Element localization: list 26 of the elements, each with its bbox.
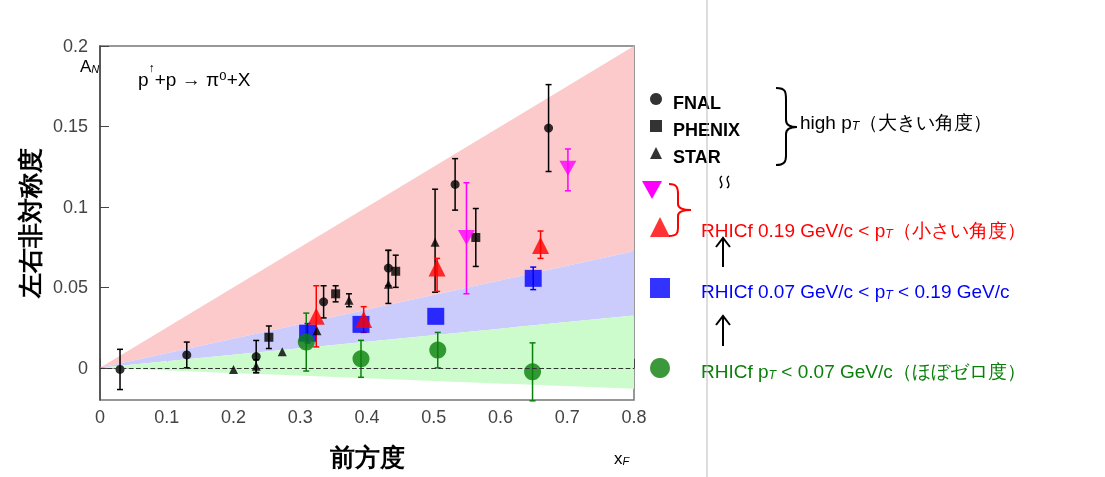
legend-label: FNAL — [673, 92, 721, 113]
x-tick-label: 0.5 — [421, 407, 447, 427]
y-tick-label: 0.2 — [62, 36, 88, 56]
x-axis-title: 前方度 — [328, 442, 405, 471]
y-tick-label: 0.15 — [52, 116, 88, 137]
x-tick-label: 0.4 — [354, 407, 380, 427]
text: xF — [614, 449, 631, 468]
x-tick-label: 0.7 — [554, 407, 580, 427]
text: high pT（大きい角度） — [800, 112, 993, 133]
annotation: p↑+p → π⁰+X — [138, 61, 251, 90]
legend-label: RHICf pT < 0.07 GeV/c（ほぼゼロ度） — [701, 361, 1026, 383]
x-tick-label: 0.6 — [487, 407, 514, 427]
y-tick-label: 0 — [77, 357, 88, 378]
legend-label: STAR — [673, 146, 721, 167]
legend-label: RHICf 0.19 GeV/c < pT（小さい角度） — [701, 220, 1026, 242]
x-tick-label: 0.2 — [220, 407, 247, 427]
x-tick-label: 0 — [94, 407, 106, 427]
legend-label: PHENIX — [673, 119, 741, 140]
x-tick-label: 0.3 — [287, 407, 313, 427]
y-axis-title: 左右非対称度 — [15, 148, 44, 299]
y-tick-label: 0.05 — [52, 277, 88, 298]
legend-label: RHICf 0.07 GeV/c < pT < 0.19 GeV/c — [701, 281, 1010, 303]
x-tick-label: 0.8 — [621, 407, 647, 427]
x-tick-label: 0.1 — [154, 407, 180, 427]
y-tick-label: 0.1 — [62, 196, 88, 217]
text: AN — [80, 57, 100, 76]
